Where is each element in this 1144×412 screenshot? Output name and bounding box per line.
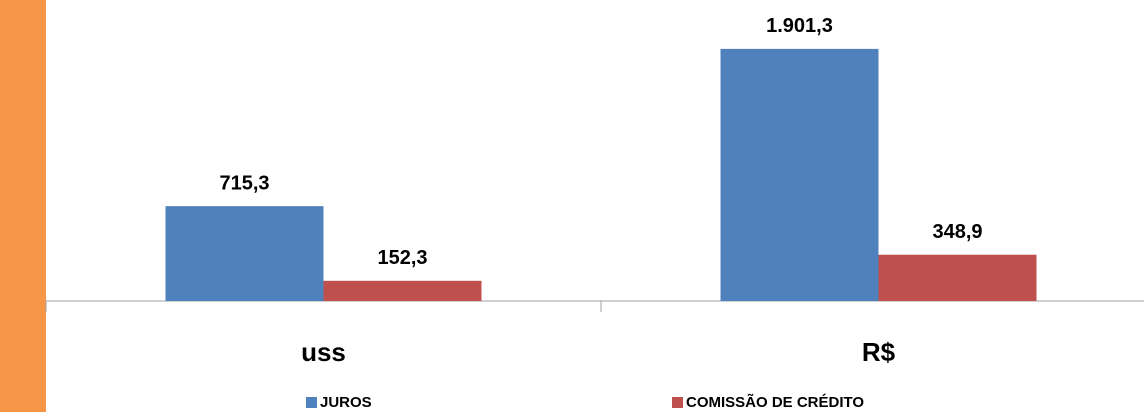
x-tick-label: R$ <box>862 337 896 367</box>
bar <box>323 280 482 301</box>
x-tick-label: uss <box>301 337 346 367</box>
legend-label: COMISSÃO DE CRÉDITO <box>686 393 864 411</box>
data-label: 715,3 <box>219 172 269 194</box>
data-label: 152,3 <box>377 247 427 269</box>
side-strip <box>0 0 46 412</box>
legend-label: JUROS <box>320 394 372 411</box>
legend-swatch <box>672 397 683 408</box>
data-label: 1.901,3 <box>766 15 833 37</box>
legend-swatch <box>306 397 317 408</box>
bar <box>720 48 879 301</box>
data-label: 348,9 <box>932 221 982 243</box>
bar <box>878 254 1037 301</box>
bar <box>165 206 324 301</box>
